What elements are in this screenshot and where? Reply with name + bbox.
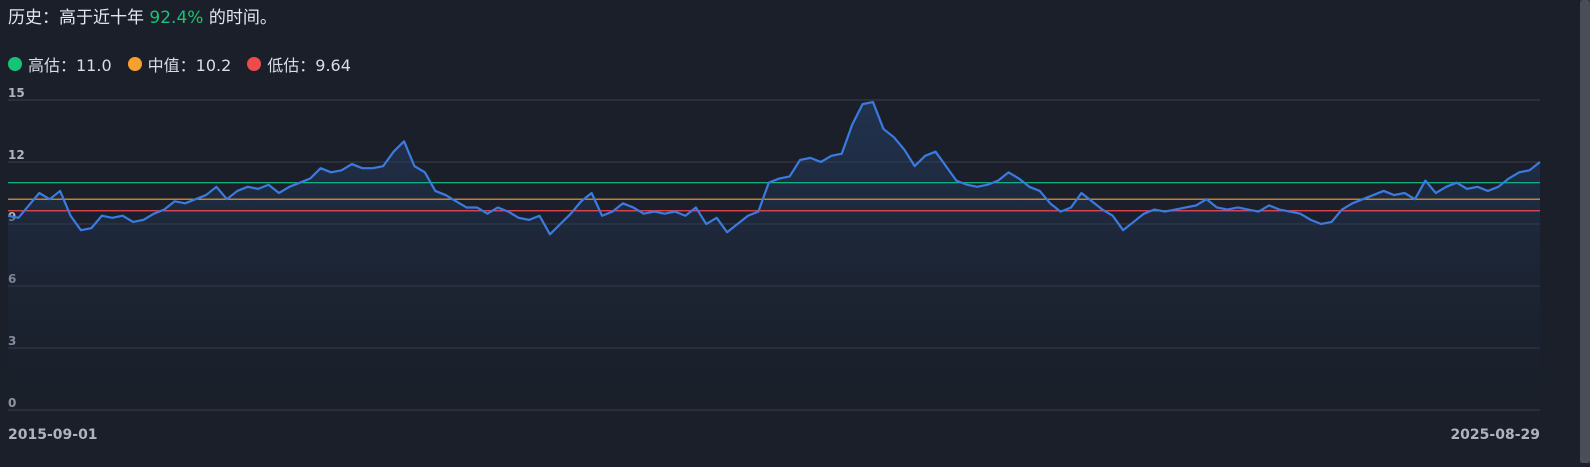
legend-item-high[interactable]: 高估：11.0 (8, 52, 112, 76)
legend-label-high: 高估：11.0 (28, 56, 112, 75)
legend-label-low: 低估：9.64 (267, 56, 351, 75)
scrollbar-thumb[interactable] (1580, 0, 1590, 463)
legend-dot-high (8, 57, 22, 71)
legend-item-median[interactable]: 中值：10.2 (127, 52, 232, 76)
history-summary: 历史：高于近十年 92.4% 的时间。 (8, 6, 277, 30)
history-prefix: 历史：高于近十年 (8, 8, 144, 28)
x-end-label: 2025-08-29 (1450, 427, 1540, 443)
y-tick-label: 15 (8, 86, 25, 100)
x-start-label: 2015-09-01 (8, 427, 98, 443)
series-line (7, 100, 1541, 236)
y-tick-label: 12 (8, 148, 25, 162)
legend-dot-low (247, 57, 262, 71)
history-suffix: 的时间。 (208, 8, 277, 28)
history-percent: 92.4% (149, 8, 204, 28)
legend-item-low[interactable]: 低估：9.64 (247, 52, 351, 76)
legend: 高估：11.0 中值：10.2 低估：9.64 (8, 52, 367, 76)
legend-label-median: 中值：10.2 (147, 56, 232, 75)
legend-dot-median (127, 57, 142, 71)
scrollbar-track[interactable] (1580, 0, 1590, 463)
series-area (8, 102, 1540, 410)
